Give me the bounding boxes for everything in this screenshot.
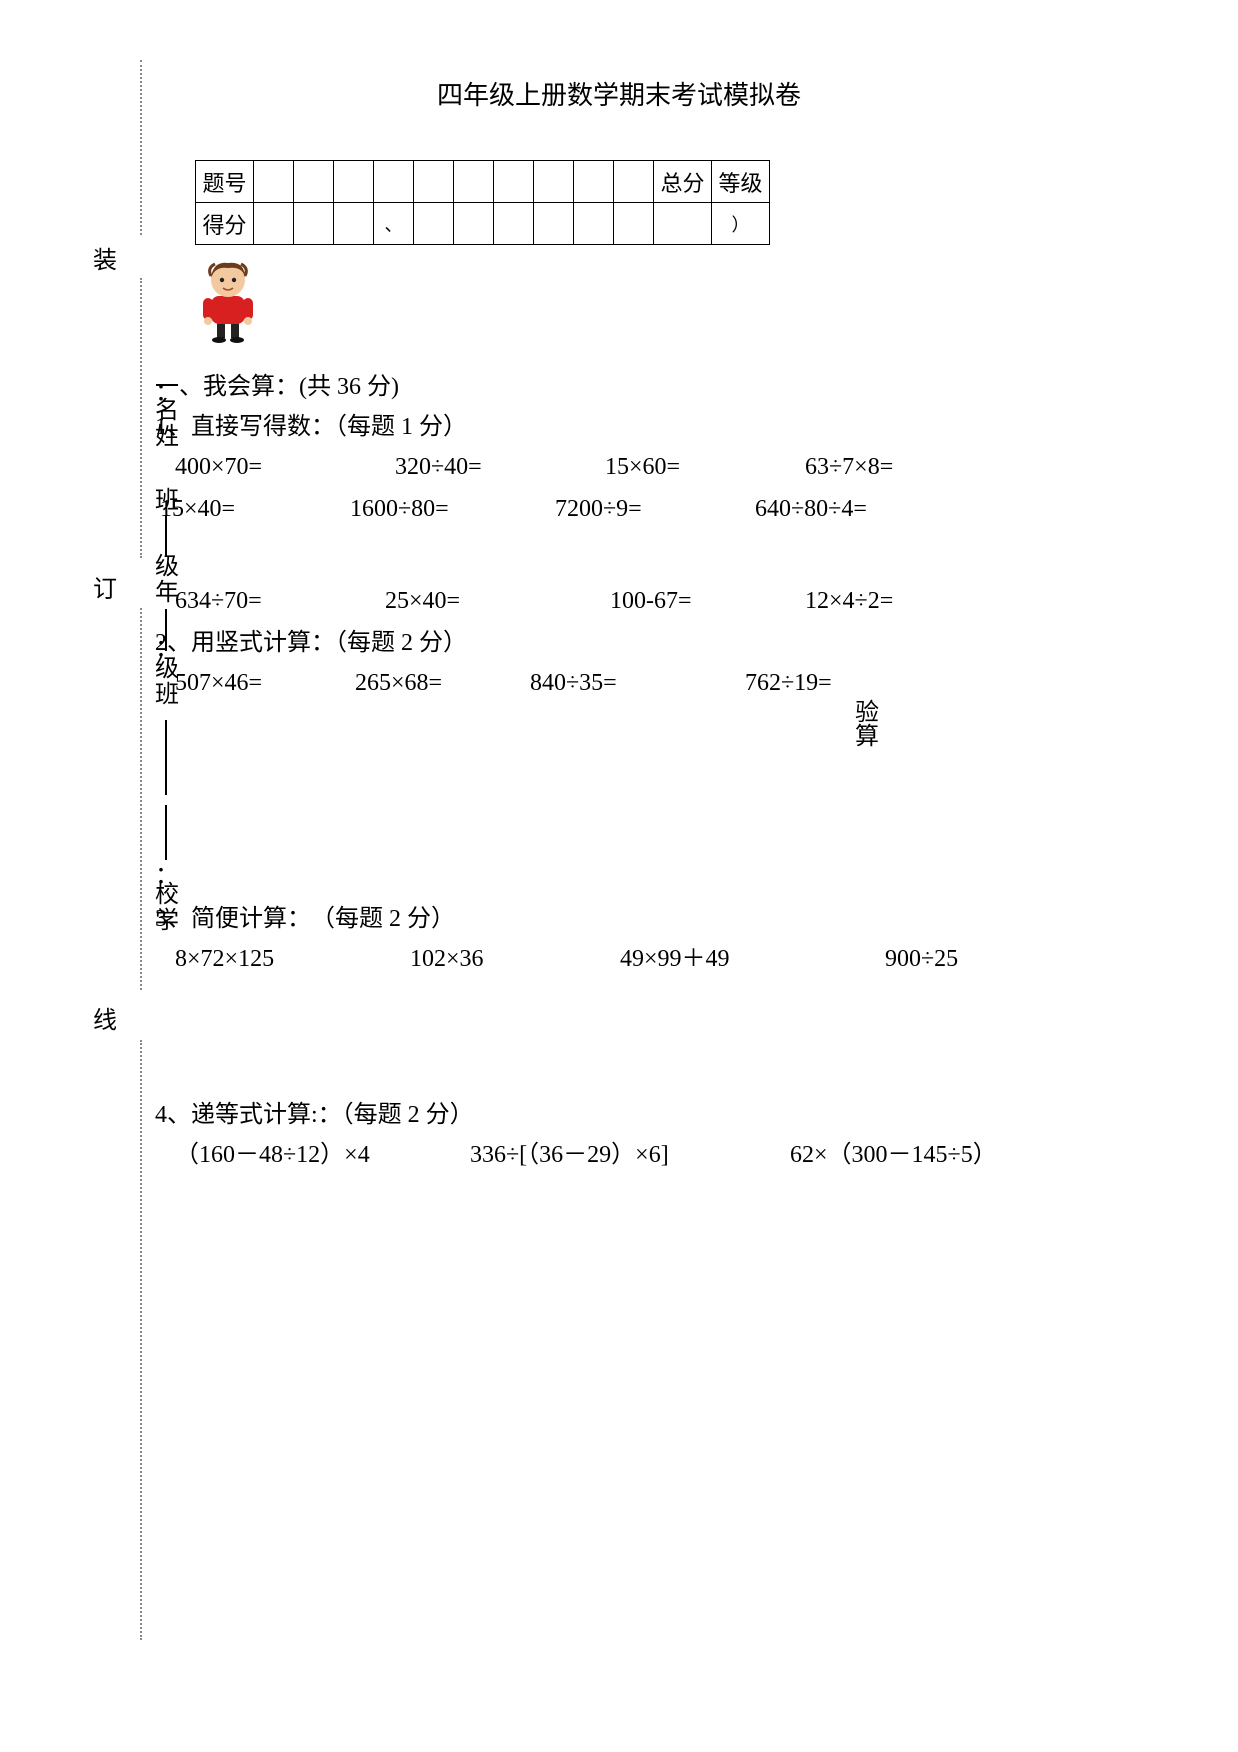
content-body: 一、我会算：(共 36 分) 1、直接写得数：（每题 1 分） 400×70= … [155,365,1175,1179]
eq: 840÷35= [530,665,745,701]
q1-heading: 1、直接写得数：（每题 1 分） [155,409,1175,445]
score-cell [614,161,654,203]
eq: 762÷19= [745,665,832,701]
eq: 12×4÷2= [805,583,893,619]
eq: 640÷80÷4= [755,491,867,527]
score-cell [374,161,414,203]
score-cell [334,161,374,203]
table-row: 题号 总分 等级 [196,161,770,203]
score-grade-cell: ） [712,203,770,245]
q3-row1: 8×72×125 102×36 49×99＋49 900÷25 [155,941,1175,977]
score-cell: 、 [374,203,414,245]
binding-char-ding: 订 [90,569,120,604]
eq: （160－48÷12）×4 [175,1137,470,1173]
score-cell [574,203,614,245]
q1-row3: 634÷70= 25×40= 100-67= 12×4÷2= [155,583,1175,619]
page-title: 四年级上册数学期末考试模拟卷 [0,75,1238,112]
eq: 900÷25 [885,941,958,977]
eq: 15×60= [605,449,805,485]
q1-row2: 15×40= 1600÷80= 7200÷9= 640÷80÷4= [155,491,1175,527]
score-cell [334,203,374,245]
avatar-icon [193,258,263,343]
score-cell [254,203,294,245]
score-table: 题号 总分 等级 得分 、 ） [195,160,770,245]
score-cell [454,161,494,203]
score-cell [294,203,334,245]
eq: 634÷70= [175,583,385,619]
q3-heading: 3、简便计算： （每题 2 分） [155,901,1175,937]
dotted-line [140,278,142,558]
eq: 336÷[（36－29）×6] [470,1137,790,1173]
eq: 320÷40= [395,449,605,485]
score-cell [614,203,654,245]
eq: 400×70= [175,449,395,485]
score-cell [534,161,574,203]
score-grade-header: 等级 [712,161,770,203]
eq: 8×72×125 [175,941,410,977]
table-row: 得分 、 ） [196,203,770,245]
q2-heading: 2、用竖式计算：（每题 2 分） [155,625,1175,661]
dotted-line [140,608,142,990]
eq: 1600÷80= [350,491,555,527]
eq: 7200÷9= [555,491,755,527]
binding-margin: 装 订 线 ： 名姓 班 级年 ： 级班 ： 校学 [100,60,160,1660]
score-label-num: 题号 [196,161,254,203]
binding-char-xian: 线 [90,1000,120,1035]
eq: 49×99＋49 [620,941,885,977]
score-dot: 、 [385,215,403,235]
dotted-line [140,1040,142,1640]
score-cell [574,161,614,203]
verify-label: 验算 [855,701,881,749]
q4-row1: （160－48÷12）×4 336÷[（36－29）×6] 62×（300－14… [155,1137,1175,1173]
score-cell [254,161,294,203]
section1-heading: 一、我会算：(共 36 分) [155,369,1175,405]
eq: 62×（300－145÷5） [790,1137,997,1173]
eq: 15×40= [160,491,350,527]
score-total-cell [654,203,712,245]
score-cell [294,161,334,203]
score-total-header: 总分 [654,161,712,203]
score-cell [414,161,454,203]
eq: 102×36 [410,941,620,977]
score-cell [414,203,454,245]
eq: 265×68= [355,665,530,701]
q4-heading: 4、递等式计算:：（每题 2 分） [155,1097,1175,1133]
score-cell [494,161,534,203]
score-cell [534,203,574,245]
eq: 25×40= [385,583,610,619]
eq: 100-67= [610,583,805,619]
eq: 63÷7×8= [805,449,893,485]
q2-row1: 507×46= 265×68= 840÷35= 762÷19= 验算 [155,665,1175,701]
score-cell [494,203,534,245]
binding-char-zhuang: 装 [90,240,120,275]
q1-row1: 400×70= 320÷40= 15×60= 63÷7×8= [155,449,1175,485]
score-bracket: ） [732,215,750,235]
eq: 507×46= [175,665,355,701]
score-cell [454,203,494,245]
score-label-score: 得分 [196,203,254,245]
